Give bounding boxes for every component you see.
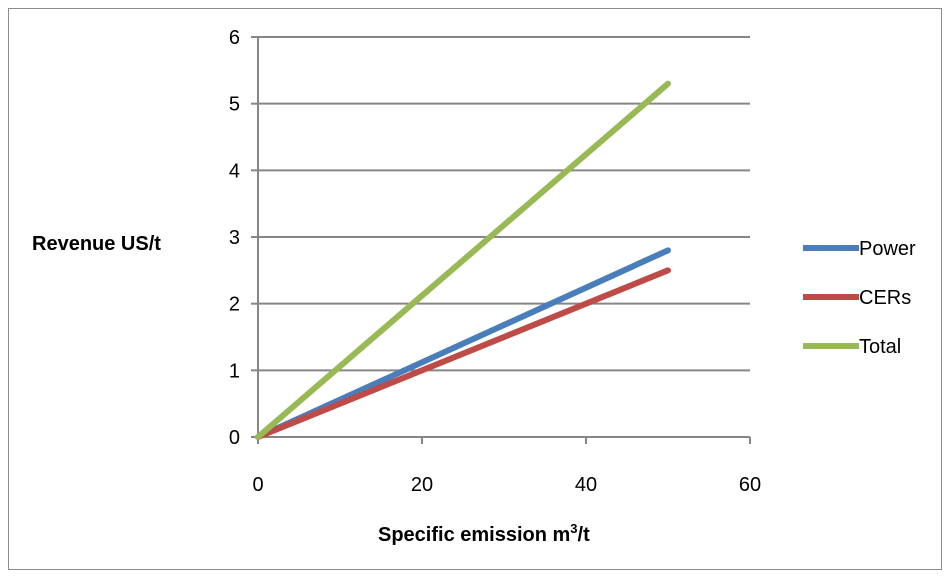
x-axis-title-main: Specific emission m: [378, 524, 570, 546]
y-tick-labels: 0 1 2 3 4 5 6: [229, 27, 240, 449]
y-tick-label-1: 1: [229, 360, 240, 382]
x-axis-title: Specific emission m3/t: [378, 521, 590, 546]
y-tick-label-5: 5: [229, 94, 240, 116]
x-tick-label-60: 60: [739, 474, 761, 496]
y-tick-label-2: 2: [229, 294, 240, 316]
y-axis-title: Revenue US/t: [32, 233, 161, 255]
legend: Power CERs Total: [803, 238, 916, 358]
legend-label-power: Power: [859, 238, 916, 260]
y-tick-label-6: 6: [229, 27, 240, 49]
x-tick-labels: 0 20 40 60: [252, 474, 761, 496]
x-axis-title-suffix: /t: [578, 524, 591, 546]
legend-label-total: Total: [859, 336, 901, 358]
series-line-total: [255, 80, 671, 440]
x-tick-label-0: 0: [252, 474, 263, 496]
x-axis-title-superscript: 3: [570, 521, 577, 536]
series-line-power: [255, 247, 671, 440]
series-lines: [255, 80, 671, 440]
x-tick-label-20: 20: [411, 474, 433, 496]
series-line-cers: [255, 267, 671, 440]
legend-label-cers: CERs: [859, 287, 911, 309]
y-tick-label-4: 4: [229, 160, 240, 182]
gridlines: [258, 36, 750, 372]
chart-frame: [8, 8, 942, 570]
y-tick-label-0: 0: [229, 427, 240, 449]
x-tick-label-40: 40: [575, 474, 597, 496]
y-tick-label-3: 3: [229, 227, 240, 249]
axes: [251, 36, 751, 444]
